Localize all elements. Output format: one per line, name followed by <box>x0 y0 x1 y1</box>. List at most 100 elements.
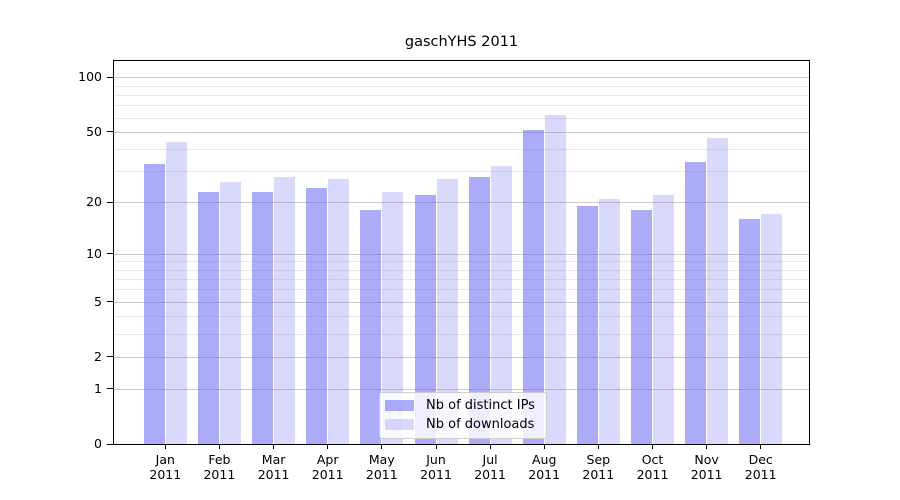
y-tick-label: 10 <box>86 245 102 261</box>
x-tick-month: Feb <box>208 452 231 467</box>
x-tick-year: 2011 <box>365 467 398 482</box>
x-tick-month: Mar <box>261 452 286 467</box>
gridline-minor <box>114 85 809 87</box>
bar-distinct-ips-sep <box>576 206 598 444</box>
x-tick-month: Oct <box>641 452 664 467</box>
x-tick-label: Sep 2011 <box>568 452 628 482</box>
bar-downloads-apr <box>328 179 350 444</box>
gridline-minor <box>114 261 809 263</box>
y-tick-mark <box>107 201 114 203</box>
x-tick-year: 2011 <box>744 467 777 482</box>
gridline-minor <box>114 117 809 119</box>
gridline-minor <box>114 316 809 318</box>
gridline-minor <box>114 269 809 271</box>
x-tick-label: Oct 2011 <box>623 452 683 482</box>
y-tick-mark <box>107 76 114 78</box>
x-tick-year: 2011 <box>203 467 236 482</box>
x-tick-label: Apr 2011 <box>298 452 358 482</box>
x-tick-label: Aug 2011 <box>514 452 574 482</box>
gridline-minor <box>114 149 809 150</box>
y-tick-mark <box>107 131 114 133</box>
bar-distinct-ips-nov <box>685 161 707 444</box>
legend-label-downloads: Nb of downloads <box>426 417 535 432</box>
bar-downloads-may <box>382 191 404 444</box>
x-tick-mark <box>164 444 166 449</box>
gridline-minor <box>114 171 809 173</box>
x-tick-mark <box>543 444 545 449</box>
bar-distinct-ips-aug <box>522 130 544 444</box>
y-tick-label: 1 <box>94 380 102 396</box>
y-tick-label: 50 <box>86 123 102 139</box>
x-tick-month: Jun <box>426 452 446 467</box>
bar-distinct-ips-mar <box>252 191 274 444</box>
x-tick-year: 2011 <box>582 467 615 482</box>
x-tick-mark <box>597 444 599 449</box>
gridline-major <box>114 202 809 204</box>
y-tick-label: 20 <box>86 194 102 210</box>
y-tick-mark <box>107 253 114 254</box>
chart-title: gaschYHS 2011 <box>404 34 519 50</box>
x-tick-year: 2011 <box>149 467 182 482</box>
gridline-major <box>114 388 809 390</box>
bar-downloads-jun <box>436 179 458 444</box>
x-tick-mark <box>218 444 220 449</box>
gridline-minor <box>114 94 809 96</box>
x-tick-year: 2011 <box>420 467 452 482</box>
x-tick-year: 2011 <box>528 467 561 482</box>
bar-downloads-mar <box>274 176 296 444</box>
x-tick-mark <box>327 444 329 449</box>
x-tick-mark <box>760 444 762 449</box>
y-tick-mark <box>107 388 114 390</box>
bar-distinct-ips-apr <box>306 188 328 444</box>
x-tick-month: May <box>368 452 395 467</box>
x-tick-year: 2011 <box>690 467 723 482</box>
y-tick-label: 2 <box>94 348 102 364</box>
y-tick-mark <box>107 443 114 445</box>
x-tick-month: Jan <box>155 452 175 467</box>
x-tick-year: 2011 <box>636 467 669 482</box>
bar-downloads-oct <box>653 194 674 444</box>
x-tick-month: Nov <box>694 452 719 467</box>
bar-distinct-ips-oct <box>631 210 652 444</box>
legend-label-distinct-ips: Nb of distinct IPs <box>426 398 535 413</box>
x-tick-month: Aug <box>531 452 557 467</box>
x-tick-mark <box>489 444 491 449</box>
y-tick-mark <box>107 356 114 358</box>
x-tick-label: May 2011 <box>352 452 412 482</box>
bar-distinct-ips-feb <box>197 191 219 444</box>
bar-distinct-ips-jul <box>468 176 490 444</box>
x-tick-mark <box>273 444 275 449</box>
x-tick-year: 2011 <box>474 467 506 482</box>
legend-item-downloads: Nb of downloads <box>385 417 535 432</box>
gridline-minor <box>114 289 809 291</box>
legend-swatch-distinct-ips <box>385 400 414 411</box>
x-tick-label: Nov 2011 <box>677 452 737 482</box>
x-tick-month: Sep <box>586 452 611 467</box>
x-tick-month: Dec <box>748 452 773 467</box>
legend-item-distinct-ips: Nb of distinct IPs <box>385 398 535 413</box>
x-tick-label: Mar 2011 <box>244 452 304 482</box>
bar-downloads-jan <box>165 141 187 444</box>
x-tick-mark <box>706 444 708 449</box>
y-tick-mark <box>107 301 114 303</box>
x-tick-label: Jun 2011 <box>406 452 466 482</box>
bar-distinct-ips-may <box>360 210 382 444</box>
bar-distinct-ips-jun <box>414 194 436 444</box>
plot-area: Nb of distinct IPs Nb of downloads <box>113 60 810 445</box>
x-tick-year: 2011 <box>311 467 344 482</box>
x-tick-mark <box>435 444 437 449</box>
x-tick-label: Dec 2011 <box>731 452 791 482</box>
y-tick-label: 100 <box>78 69 102 85</box>
legend: Nb of distinct IPs Nb of downloads <box>379 392 547 439</box>
bar-distinct-ips-jan <box>143 163 165 444</box>
bar-downloads-aug <box>544 114 566 444</box>
bar-downloads-jul <box>490 166 512 444</box>
x-tick-label: Feb 2011 <box>189 452 249 482</box>
gridline-minor <box>114 105 809 107</box>
gridline-major <box>114 253 809 255</box>
y-tick-label: 5 <box>94 293 102 309</box>
gridline-major <box>114 131 809 133</box>
x-tick-label: Jan 2011 <box>135 452 195 482</box>
legend-swatch-downloads <box>385 419 414 430</box>
